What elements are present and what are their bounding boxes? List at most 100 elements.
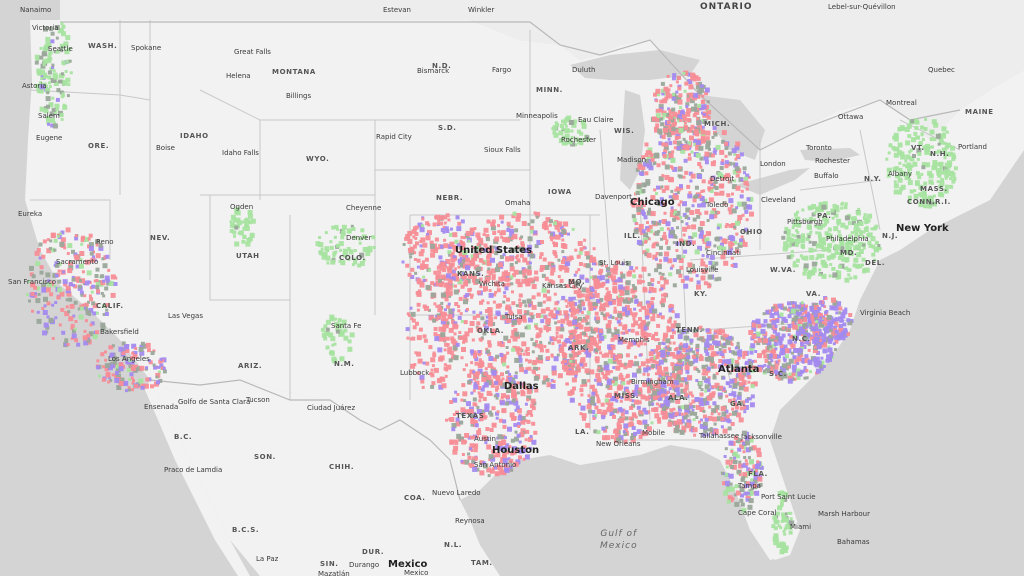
cluster-cell[interactable] <box>59 241 65 247</box>
cluster-cell[interactable] <box>459 420 464 425</box>
cluster-cell[interactable] <box>519 352 523 356</box>
cluster-cell[interactable] <box>42 287 46 292</box>
cluster-cell[interactable] <box>433 332 438 337</box>
cluster-cell[interactable] <box>770 359 774 363</box>
cluster-cell[interactable] <box>661 135 666 139</box>
cluster-cell[interactable] <box>849 276 853 280</box>
cluster-cell[interactable] <box>646 366 651 371</box>
cluster-cell[interactable] <box>424 305 429 311</box>
cluster-cell[interactable] <box>673 428 679 434</box>
cluster-cell[interactable] <box>676 254 682 260</box>
cluster-cell[interactable] <box>733 240 738 245</box>
cluster-cell[interactable] <box>843 205 848 210</box>
cluster-cell[interactable] <box>88 313 92 316</box>
cluster-cell[interactable] <box>131 343 137 349</box>
cluster-cell[interactable] <box>679 383 684 388</box>
cluster-cell[interactable] <box>512 334 516 338</box>
cluster-cell[interactable] <box>647 389 651 394</box>
cluster-cell[interactable] <box>479 285 483 289</box>
cluster-cell[interactable] <box>527 244 533 250</box>
cluster-cell[interactable] <box>42 310 48 315</box>
cluster-cell[interactable] <box>542 257 547 262</box>
cluster-cell[interactable] <box>656 243 660 247</box>
cluster-cell[interactable] <box>745 366 749 370</box>
cluster-cell[interactable] <box>704 247 708 251</box>
cluster-cell[interactable] <box>624 285 630 291</box>
cluster-cell[interactable] <box>104 286 109 291</box>
cluster-cell[interactable] <box>61 31 66 37</box>
cluster-cell[interactable] <box>475 374 480 379</box>
cluster-cell[interactable] <box>640 431 646 437</box>
cluster-cell[interactable] <box>479 362 485 367</box>
cluster-cell[interactable] <box>324 231 328 235</box>
cluster-cell[interactable] <box>787 375 793 381</box>
cluster-cell[interactable] <box>510 247 516 253</box>
cluster-cell[interactable] <box>848 240 854 246</box>
cluster-cell[interactable] <box>510 225 514 229</box>
cluster-cell[interactable] <box>75 264 80 269</box>
cluster-cell[interactable] <box>459 436 464 442</box>
cluster-cell[interactable] <box>523 248 529 253</box>
cluster-cell[interactable] <box>161 359 165 363</box>
cluster-cell[interactable] <box>114 371 119 375</box>
cluster-cell[interactable] <box>601 372 605 375</box>
cluster-cell[interactable] <box>604 302 610 308</box>
cluster-cell[interactable] <box>668 109 674 115</box>
cluster-cell[interactable] <box>678 258 684 263</box>
cluster-cell[interactable] <box>773 306 779 312</box>
cluster-cell[interactable] <box>795 368 801 374</box>
cluster-cell[interactable] <box>797 216 801 220</box>
cluster-cell[interactable] <box>644 431 649 436</box>
cluster-cell[interactable] <box>631 340 637 346</box>
cluster-cell[interactable] <box>943 188 949 194</box>
cluster-cell[interactable] <box>923 204 928 209</box>
cluster-cell[interactable] <box>755 447 761 453</box>
cluster-cell[interactable] <box>59 73 64 79</box>
cluster-cell[interactable] <box>724 160 729 165</box>
cluster-cell[interactable] <box>843 257 848 261</box>
cluster-cell[interactable] <box>35 261 41 267</box>
cluster-cell[interactable] <box>841 257 846 262</box>
cluster-cell[interactable] <box>779 549 785 555</box>
cluster-cell[interactable] <box>445 289 450 294</box>
cluster-cell[interactable] <box>530 398 536 404</box>
cluster-cell[interactable] <box>684 364 690 370</box>
cluster-cell[interactable] <box>626 380 631 385</box>
cluster-cell[interactable] <box>478 392 484 398</box>
cluster-cell[interactable] <box>655 355 660 360</box>
cluster-cell[interactable] <box>706 366 711 371</box>
cluster-cell[interactable] <box>527 366 532 371</box>
cluster-cell[interactable] <box>916 135 920 140</box>
cluster-cell[interactable] <box>668 272 673 277</box>
cluster-cell[interactable] <box>502 419 507 424</box>
cluster-cell[interactable] <box>623 324 628 329</box>
cluster-cell[interactable] <box>709 345 714 351</box>
cluster-cell[interactable] <box>671 121 677 127</box>
cluster-cell[interactable] <box>704 417 709 422</box>
cluster-cell[interactable] <box>462 368 466 372</box>
cluster-cell[interactable] <box>745 471 750 476</box>
cluster-cell[interactable] <box>488 356 494 361</box>
cluster-cell[interactable] <box>494 236 500 242</box>
cluster-cell[interactable] <box>41 254 46 259</box>
cluster-cell[interactable] <box>62 270 65 274</box>
cluster-cell[interactable] <box>487 474 491 478</box>
cluster-cell[interactable] <box>476 290 481 295</box>
cluster-cell[interactable] <box>500 358 506 364</box>
cluster-cell[interactable] <box>71 333 77 339</box>
cluster-cell[interactable] <box>734 346 738 350</box>
cluster-cell[interactable] <box>458 296 463 301</box>
cluster-cell[interactable] <box>472 310 476 314</box>
cluster-cell[interactable] <box>563 265 568 270</box>
cluster-cell[interactable] <box>47 43 52 48</box>
cluster-cell[interactable] <box>658 108 663 113</box>
cluster-cell[interactable] <box>522 314 527 319</box>
cluster-cell[interactable] <box>720 161 725 166</box>
cluster-cell[interactable] <box>529 253 535 259</box>
cluster-cell[interactable] <box>685 240 690 245</box>
cluster-cell[interactable] <box>467 435 472 440</box>
cluster-cell[interactable] <box>618 374 624 380</box>
cluster-cell[interactable] <box>775 332 781 338</box>
cluster-cell[interactable] <box>642 382 648 388</box>
cluster-cell[interactable] <box>800 312 804 316</box>
